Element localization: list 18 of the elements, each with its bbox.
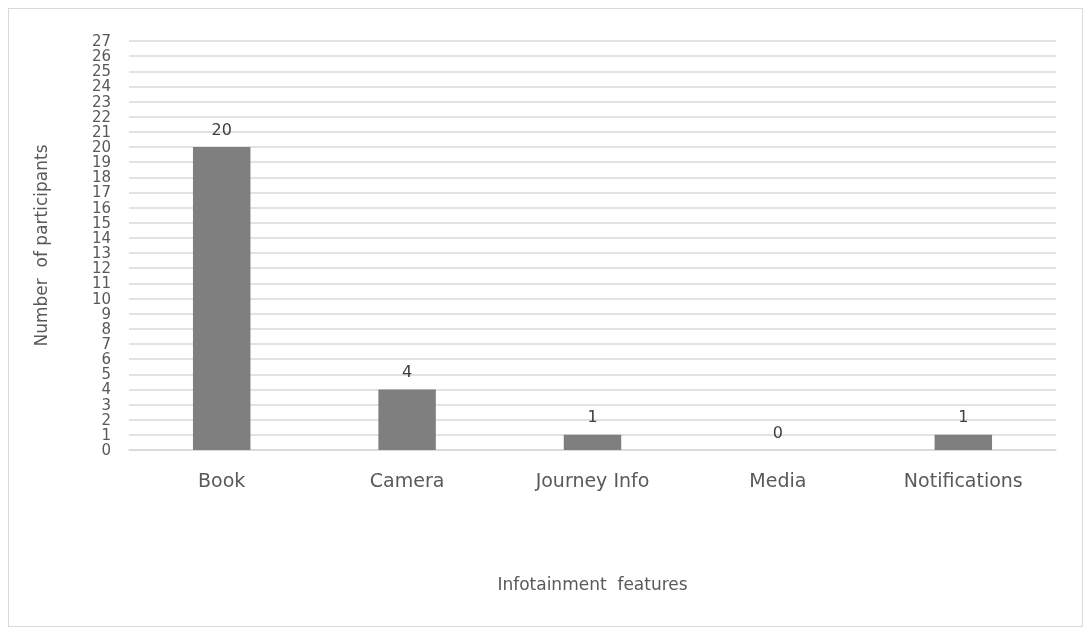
x-tick-label: Notifications — [903, 468, 1023, 491]
bar — [378, 389, 436, 450]
data-label: 4 — [402, 361, 413, 381]
x-tick-label: Book — [198, 468, 246, 491]
x-tick-label: Media — [749, 468, 807, 491]
data-label: 0 — [772, 422, 783, 442]
y-tick-label: 27 — [91, 32, 111, 50]
x-tick-label: Camera — [369, 468, 445, 491]
data-label: 1 — [958, 407, 969, 427]
bar — [563, 434, 622, 450]
bar — [934, 434, 993, 450]
y-axis-title: Number of participants — [30, 144, 51, 347]
x-tick-label: Journey Info — [534, 468, 650, 491]
x-axis-title: Infotainment features — [497, 573, 688, 594]
y-tick-label: 0 — [101, 441, 111, 459]
bar — [192, 147, 251, 450]
data-label: 20 — [211, 119, 232, 139]
data-label: 1 — [587, 407, 598, 427]
